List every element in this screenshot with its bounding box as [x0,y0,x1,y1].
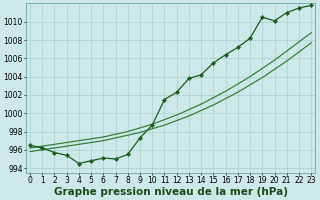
X-axis label: Graphe pression niveau de la mer (hPa): Graphe pression niveau de la mer (hPa) [53,187,288,197]
